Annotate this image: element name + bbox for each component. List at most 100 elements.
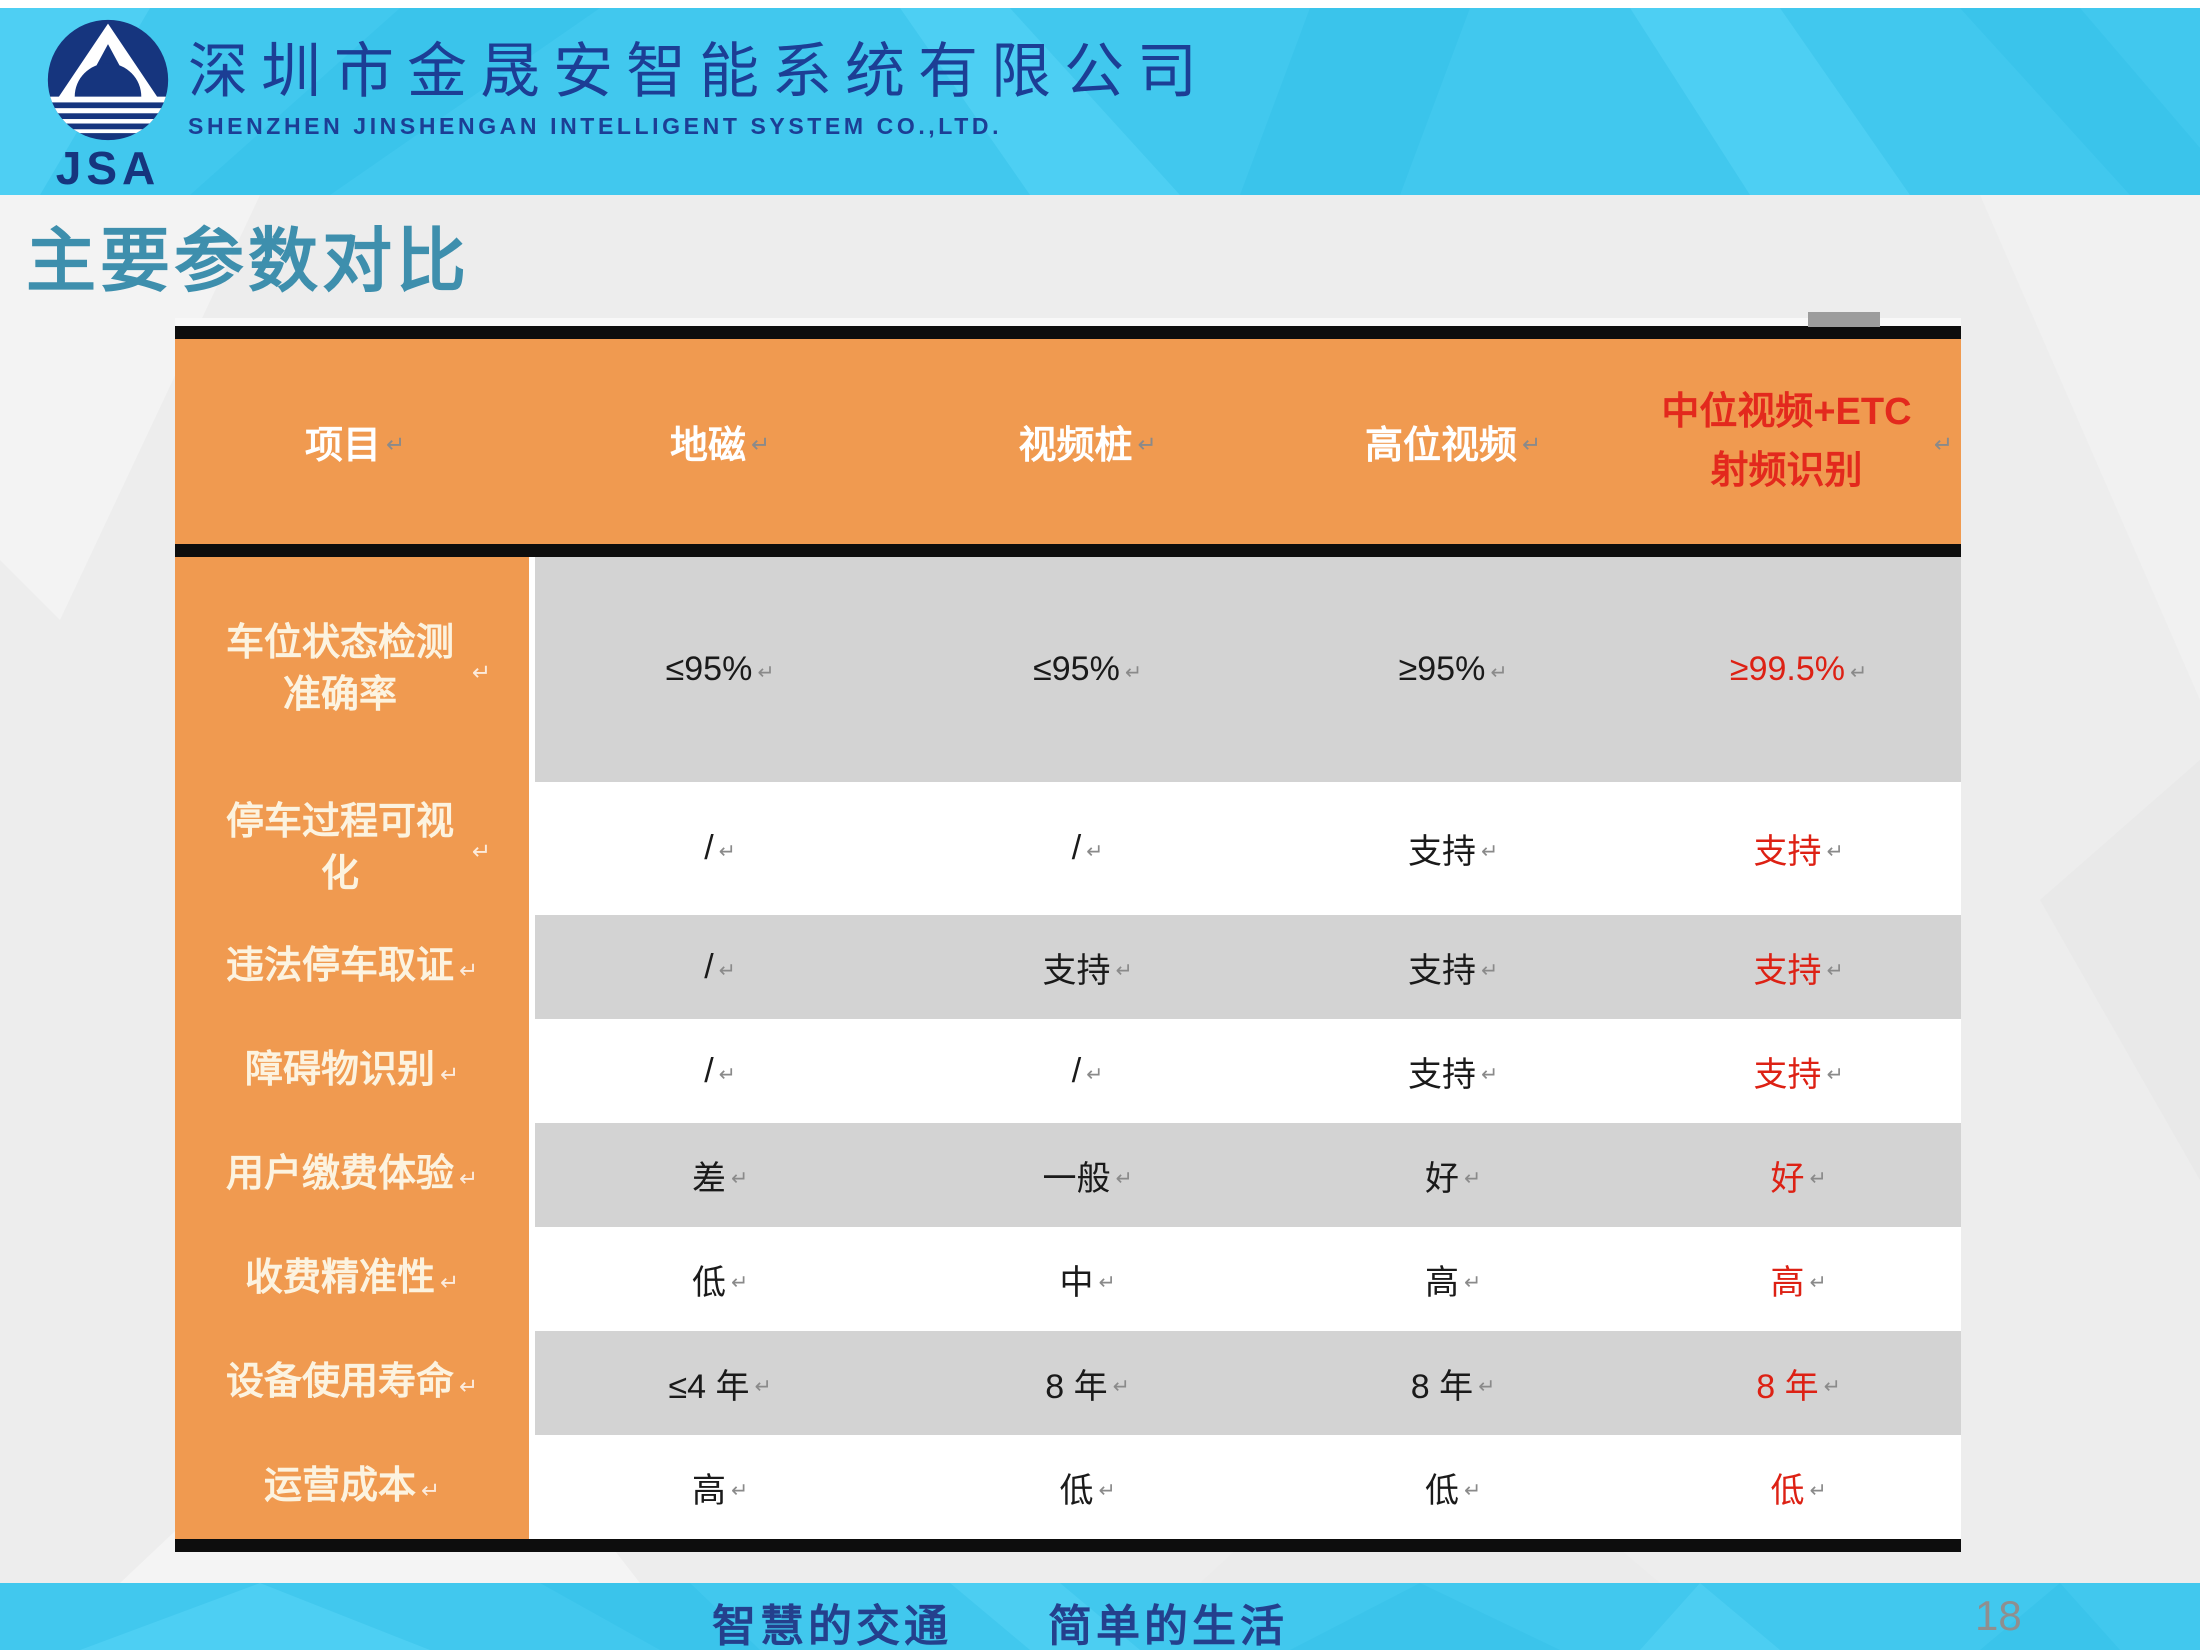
- cell-value: 支持: [1407, 951, 1476, 990]
- paragraph-mark-icon: ↵: [718, 841, 736, 863]
- cell-value: 支持: [1407, 1055, 1476, 1094]
- table-row: 车位状态检测准确率 ↵ ≤95% ↵ ≤95% ↵ ≥95% ↵ ≥99.5% ↵: [175, 557, 1961, 782]
- row-label: 违法停车取证: [225, 945, 454, 988]
- value-cell: ≥99.5% ↵: [1636, 557, 1961, 782]
- row-label-cell: 收费精准性 ↵: [175, 1227, 535, 1331]
- paragraph-mark-icon: ↵: [730, 1167, 749, 1190]
- cell-value: 好: [1424, 1159, 1459, 1198]
- cell-value: 一般: [1042, 1159, 1111, 1198]
- row-label: 车位状态检测准确率: [225, 622, 454, 716]
- value-cell: ≤95% ↵: [905, 557, 1270, 782]
- value-cell: 8 年 ↵: [1270, 1331, 1636, 1435]
- value-cell: 低 ↵: [1636, 1435, 1961, 1539]
- value-cell: 差 ↵: [535, 1123, 905, 1227]
- paragraph-mark-icon: ↵: [471, 838, 491, 865]
- column-header-label: 视频桩: [1018, 425, 1133, 467]
- value-cell: 低 ↵: [905, 1435, 1270, 1539]
- paragraph-mark-icon: ↵: [1463, 1167, 1482, 1190]
- cell-value: /: [704, 1051, 714, 1090]
- paragraph-mark-icon: ↵: [439, 1060, 460, 1087]
- paragraph-mark-icon: ↵: [1086, 841, 1104, 863]
- paragraph-mark-icon: ↵: [1478, 1375, 1496, 1398]
- cell-value: 中: [1059, 1263, 1094, 1302]
- paragraph-mark-icon: ↵: [730, 1479, 749, 1502]
- value-cell: 好 ↵: [1636, 1123, 1961, 1227]
- column-header: 地磁 ↵: [535, 339, 905, 544]
- table-row: 停车过程可视化 ↵ / ↵ / ↵ 支持 ↵ 支持 ↵: [175, 782, 1961, 915]
- cell-value: /: [1071, 829, 1082, 867]
- cell-value: ≥99.5%: [1729, 650, 1845, 688]
- paragraph-mark-icon: ↵: [1480, 959, 1499, 982]
- paragraph-mark-icon: ↵: [1112, 1375, 1130, 1398]
- row-label: 收费精准性: [244, 1257, 435, 1300]
- logo-emblem-icon: [47, 19, 169, 141]
- table-bottom-border: [175, 1539, 1961, 1552]
- cell-value: 8 年: [1410, 1367, 1474, 1406]
- value-cell: / ↵: [535, 915, 905, 1019]
- paragraph-mark-icon: ↵: [1809, 1167, 1827, 1190]
- cell-value: 支持: [1753, 1055, 1822, 1094]
- value-cell: ≤4 年 ↵: [535, 1331, 905, 1435]
- row-label: 停车过程可视化: [225, 801, 454, 895]
- paragraph-mark-icon: ↵: [1124, 662, 1142, 684]
- cell-value: /: [704, 947, 714, 986]
- cell-value: 支持: [1042, 951, 1111, 990]
- value-cell: 好 ↵: [1270, 1123, 1636, 1227]
- top-margin-strip: [0, 0, 2200, 8]
- footer-triangle-pattern: [80, 1583, 2120, 1650]
- cell-value: 支持: [1753, 951, 1822, 990]
- cell-value: 低: [691, 1263, 726, 1302]
- value-cell: 支持 ↵: [1270, 915, 1636, 1019]
- value-cell: 低 ↵: [535, 1227, 905, 1331]
- logo-text: JSA: [55, 142, 161, 194]
- value-cell: 高 ↵: [535, 1435, 905, 1539]
- cell-value: 高: [691, 1471, 726, 1510]
- value-cell: 支持 ↵: [1270, 782, 1636, 915]
- paragraph-mark-icon: ↵: [1463, 1479, 1482, 1502]
- paragraph-mark-icon: ↵: [471, 659, 491, 686]
- table-header-row: 项目 ↵ 地磁 ↵ 视频桩 ↵ 高位视频 ↵ 中位视频+ETC 射频识别 ↵: [175, 339, 1961, 544]
- table-body: 车位状态检测准确率 ↵ ≤95% ↵ ≤95% ↵ ≥95% ↵ ≥99.5% ↵ 停车过程可视化 ↵…: [175, 557, 1961, 1539]
- value-cell: 8 年 ↵: [905, 1331, 1270, 1435]
- header-banner: JSA 深圳市金晟安智能系统有限公司 SHENZHEN JINSHENGAN I…: [0, 8, 2200, 195]
- cell-value: ≤95%: [665, 650, 753, 688]
- table-row: 用户缴费体验 ↵ 差 ↵ 一般 ↵ 好 ↵ 好 ↵: [175, 1123, 1961, 1227]
- cell-value: 好: [1770, 1159, 1805, 1198]
- paragraph-mark-icon: ↵: [1826, 841, 1844, 863]
- paragraph-mark-icon: ↵: [1521, 431, 1542, 457]
- table-row: 运营成本 ↵ 高 ↵ 低 ↵ 低 ↵ 低 ↵: [175, 1435, 1961, 1539]
- paragraph-mark-icon: ↵: [754, 1375, 772, 1398]
- paragraph-mark-icon: ↵: [1826, 1063, 1844, 1086]
- row-label-cell: 用户缴费体验 ↵: [175, 1123, 535, 1227]
- paragraph-mark-icon: ↵: [420, 1476, 441, 1503]
- company-logo: JSA: [24, 16, 192, 191]
- paragraph-mark-icon: ↵: [1490, 662, 1508, 684]
- cell-value: 8 年: [1756, 1367, 1819, 1406]
- paragraph-mark-icon: ↵: [1480, 1063, 1499, 1086]
- column-header-label: 地磁: [669, 425, 746, 467]
- value-cell: ≥95% ↵: [1270, 557, 1636, 782]
- value-cell: 高 ↵: [1636, 1227, 1961, 1331]
- column-header-label: 中位视频+ETC 射频识别: [1661, 390, 1912, 492]
- cell-value: 8 年: [1045, 1367, 1108, 1406]
- paragraph-mark-icon: ↵: [750, 431, 771, 457]
- paragraph-mark-icon: ↵: [1098, 1271, 1116, 1294]
- row-label-cell: 设备使用寿命 ↵: [175, 1331, 535, 1435]
- cell-value: 支持: [1753, 833, 1822, 871]
- row-label-cell: 违法停车取证 ↵: [175, 915, 535, 1019]
- value-cell: 支持 ↵: [1636, 782, 1961, 915]
- row-label-cell: 障碍物识别 ↵: [175, 1019, 535, 1123]
- paragraph-mark-icon: ↵: [1115, 1167, 1133, 1190]
- cell-value: 高: [1770, 1263, 1805, 1302]
- column-header: 高位视频 ↵: [1270, 339, 1636, 544]
- value-cell: 支持 ↵: [1636, 1019, 1961, 1123]
- value-cell: 支持 ↵: [1636, 915, 1961, 1019]
- footer-bar: 智慧的交通 简单的生活 18: [0, 1583, 2200, 1650]
- company-name-en: SHENZHEN JINSHENGAN INTELLIGENT SYSTEM C…: [188, 113, 1003, 139]
- value-cell: 低 ↵: [1270, 1435, 1636, 1539]
- table-top-border: [175, 326, 1961, 339]
- header-separator: [175, 544, 1961, 557]
- cell-value: 差: [691, 1159, 726, 1198]
- paragraph-mark-icon: ↵: [1115, 959, 1133, 982]
- cell-value: 高: [1424, 1263, 1459, 1302]
